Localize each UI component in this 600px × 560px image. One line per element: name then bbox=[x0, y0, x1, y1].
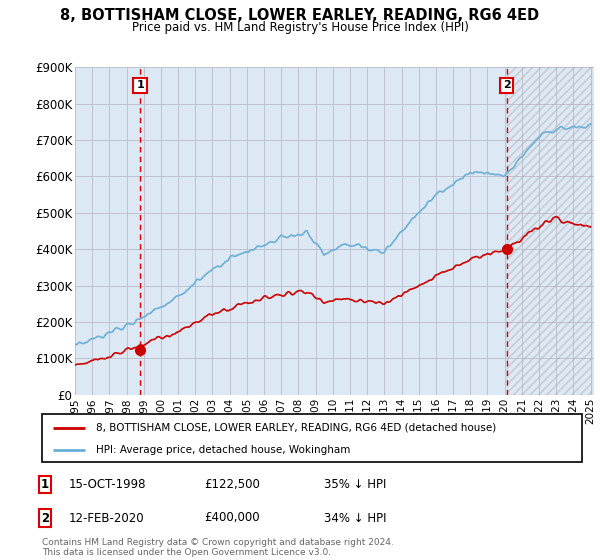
FancyBboxPatch shape bbox=[42, 414, 582, 462]
Text: Price paid vs. HM Land Registry's House Price Index (HPI): Price paid vs. HM Land Registry's House … bbox=[131, 21, 469, 34]
Text: 2: 2 bbox=[41, 511, 49, 525]
Text: 34% ↓ HPI: 34% ↓ HPI bbox=[324, 511, 386, 525]
Text: 12-FEB-2020: 12-FEB-2020 bbox=[69, 511, 145, 525]
Text: 8, BOTTISHAM CLOSE, LOWER EARLEY, READING, RG6 4ED: 8, BOTTISHAM CLOSE, LOWER EARLEY, READIN… bbox=[61, 8, 539, 24]
Text: 15-OCT-1998: 15-OCT-1998 bbox=[69, 478, 146, 491]
Text: HPI: Average price, detached house, Wokingham: HPI: Average price, detached house, Woki… bbox=[96, 445, 350, 455]
Text: 1: 1 bbox=[41, 478, 49, 491]
Text: 35% ↓ HPI: 35% ↓ HPI bbox=[324, 478, 386, 491]
Text: £122,500: £122,500 bbox=[204, 478, 260, 491]
Text: £400,000: £400,000 bbox=[204, 511, 260, 525]
Text: Contains HM Land Registry data © Crown copyright and database right 2024.
This d: Contains HM Land Registry data © Crown c… bbox=[42, 538, 394, 557]
Text: 8, BOTTISHAM CLOSE, LOWER EARLEY, READING, RG6 4ED (detached house): 8, BOTTISHAM CLOSE, LOWER EARLEY, READIN… bbox=[96, 423, 496, 433]
Text: 2: 2 bbox=[503, 81, 511, 90]
Text: 1: 1 bbox=[136, 81, 144, 90]
